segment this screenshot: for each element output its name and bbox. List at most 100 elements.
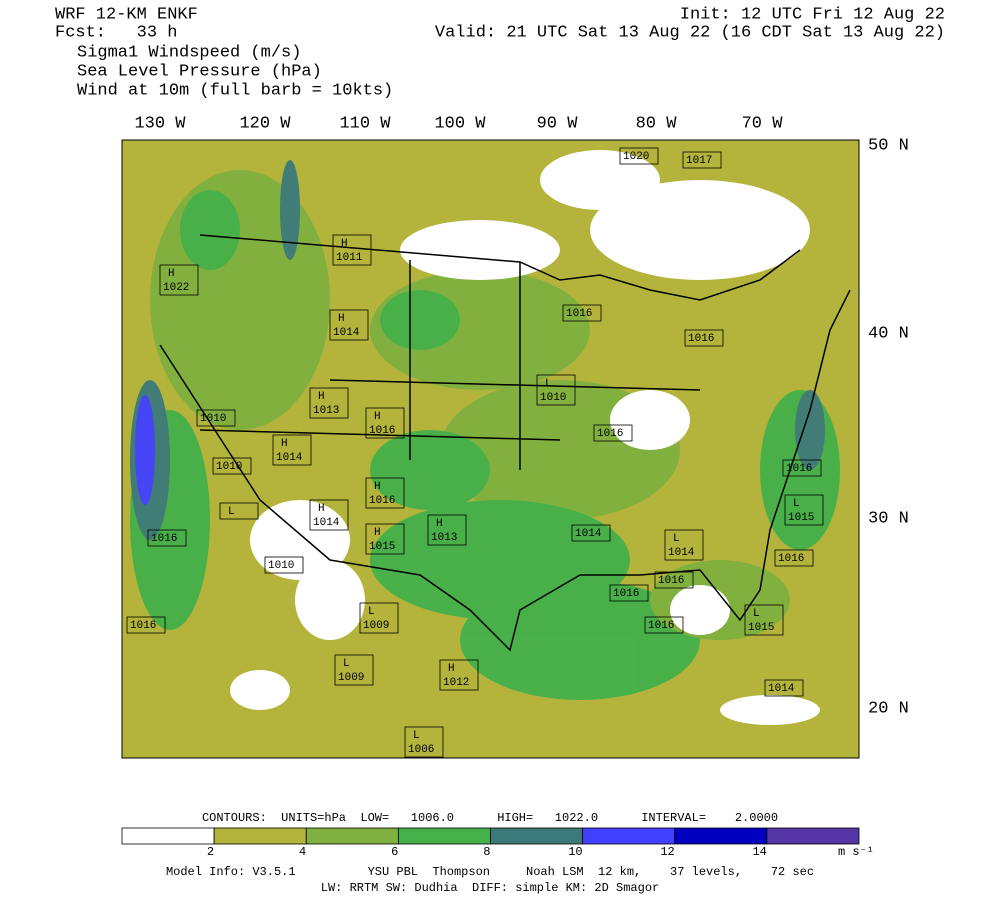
colorbar: CONTOURS: UNITS=hPa LOW= 1006.0 HIGH= 10… <box>121 811 874 859</box>
pressure-kind: L <box>753 608 760 620</box>
pressure-label: H 1015 <box>365 523 405 555</box>
pressure-value: 1016 <box>369 425 395 437</box>
pressure-kind: L <box>413 730 420 742</box>
pressure-kind: L <box>673 533 680 545</box>
pressure-box <box>309 499 349 531</box>
colorbar-swatch <box>121 827 215 845</box>
pressure-value: 1016 <box>688 333 714 345</box>
pressure-box <box>682 151 722 169</box>
latitude-label: 30 N <box>868 509 909 528</box>
pressure-box <box>359 602 399 634</box>
latitude-label: 40 N <box>868 324 909 343</box>
colorbar-units: m s⁻¹ <box>838 845 874 859</box>
latitude-label: 50 N <box>868 136 909 155</box>
pressure-label: H 1012 <box>439 659 479 691</box>
pressure-value: 1014 <box>575 528 602 540</box>
pressure-value: 1010 <box>200 413 226 425</box>
colorbar-swatch <box>766 827 860 845</box>
pressure-value: 1012 <box>443 677 469 689</box>
header-line: Init: 12 UTC Fri 12 Aug 22 <box>680 5 945 24</box>
pressure-value: 1014 <box>313 517 340 529</box>
colorbar-tick: 14 <box>752 845 766 859</box>
pressure-box <box>571 524 611 542</box>
pressure-label: H 1014 <box>329 309 369 341</box>
longitude-label: 70 W <box>742 114 784 133</box>
colorbar-tick: 2 <box>207 845 214 859</box>
pressure-label: 1016 <box>644 616 684 634</box>
speed-shading <box>130 160 840 700</box>
pressure-value: 1010 <box>216 461 242 473</box>
pressure-label: 1016 <box>126 616 166 634</box>
pressure-kind: H <box>374 411 381 423</box>
pressure-value: 1016 <box>369 495 395 507</box>
pressure-box <box>159 264 199 296</box>
longitude-label: 100 W <box>434 114 486 133</box>
pressure-label: H 1013 <box>427 514 467 546</box>
pressure-value: 1013 <box>313 405 339 417</box>
pressure-label: L 1015 <box>744 604 784 636</box>
pressure-value: 1016 <box>130 620 156 632</box>
pressure-value: 1016 <box>658 575 684 587</box>
header-line: Sigma1 Windspeed (m/s) <box>77 43 301 62</box>
header-line: WRF 12-KM ENKF <box>55 5 198 24</box>
longitude-label: 120 W <box>239 114 291 133</box>
header-line: Sea Level Pressure (hPa) <box>77 62 322 81</box>
pressure-label: 1016 <box>609 584 649 602</box>
colorbar-swatch <box>674 827 768 845</box>
longitude-label: 90 W <box>537 114 579 133</box>
pressure-kind: H <box>318 503 325 515</box>
pressure-box <box>309 387 349 419</box>
pressure-value: 1014 <box>768 683 795 695</box>
pressure-value: 1016 <box>566 308 592 320</box>
pressure-box <box>196 409 236 427</box>
pressure-label: 1016 <box>654 571 694 589</box>
pressure-label: 1016 <box>774 549 814 567</box>
longitude-label: 110 W <box>339 114 391 133</box>
pressure-kind: H <box>168 268 175 280</box>
pressure-kind: L <box>368 606 375 618</box>
pressure-label: H 1011 <box>332 234 372 266</box>
pressure-label: 1016 <box>782 459 822 477</box>
pressure-label: L 1009 <box>359 602 399 634</box>
colorbar-swatch <box>213 827 307 845</box>
pressure-label: 1010 <box>264 556 304 574</box>
pressure-label: L 1006 <box>404 726 444 758</box>
latitude-label: 20 N <box>868 699 909 718</box>
pressure-value: 1022 <box>163 282 189 294</box>
longitude-label: 80 W <box>636 114 678 133</box>
pressure-value: 1009 <box>338 672 364 684</box>
pressure-box <box>593 424 633 442</box>
pressure-value: 1016 <box>613 588 639 600</box>
colorbar-tick: 10 <box>568 845 582 859</box>
borders <box>121 139 860 759</box>
pressure-box <box>784 494 824 526</box>
pressure-box <box>404 726 444 758</box>
pressure-label: 1020 <box>619 147 659 165</box>
pressure-value: 1015 <box>369 541 395 553</box>
pressure-kind: H <box>374 527 381 539</box>
pressure-box <box>427 514 467 546</box>
longitude-label: 130 W <box>134 114 186 133</box>
pressure-kind: H <box>341 238 348 250</box>
pressure-value: 1014 <box>276 452 303 464</box>
colorbar-swatch <box>305 827 399 845</box>
pressure-kind: L <box>793 498 800 510</box>
pressure-box <box>219 502 259 520</box>
pressure-box <box>365 477 405 509</box>
pressure-kind: H <box>338 313 345 325</box>
pressure-label: 1016 <box>562 304 602 322</box>
header-line: Wind at 10m (full barb = 10kts) <box>77 81 393 100</box>
pressure-label: L 1010 <box>536 374 576 406</box>
pressure-value: 1016 <box>778 553 804 565</box>
pressure-kind: H <box>374 481 381 493</box>
pressure-label: 1010 <box>196 409 236 427</box>
header-line: Fcst: 33 h <box>55 23 177 42</box>
pressure-box <box>332 234 372 266</box>
pressure-value: 1014 <box>333 327 360 339</box>
colorbar-tick: 12 <box>660 845 674 859</box>
pressure-value: 1009 <box>363 620 389 632</box>
pressure-kind: H <box>281 438 288 450</box>
pressure-label: H 1013 <box>309 387 349 419</box>
